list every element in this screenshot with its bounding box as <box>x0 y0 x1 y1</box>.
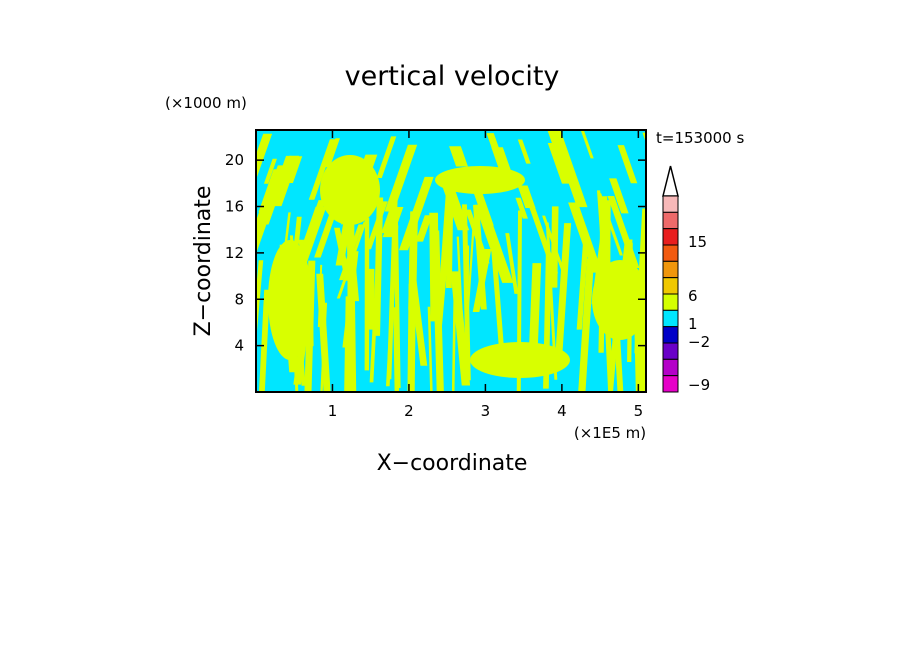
field-band <box>308 139 336 200</box>
colorbar-label: 6 <box>688 287 698 305</box>
field-band <box>336 221 367 299</box>
colorbar-label: −2 <box>688 333 710 351</box>
field-band <box>562 157 584 201</box>
field-streak <box>450 271 471 386</box>
colorbar-segment <box>662 195 679 213</box>
field-streak <box>576 242 589 330</box>
colorbar-segment <box>662 244 679 262</box>
field-streak <box>555 223 572 356</box>
field-band <box>568 202 603 273</box>
colorbar-extend-arrow <box>662 165 679 197</box>
field-band <box>515 197 528 219</box>
field-band <box>365 201 388 250</box>
x-axis-title: X−coordinate <box>377 451 528 476</box>
field-streak <box>407 283 416 392</box>
x-tick-label: 1 <box>328 402 338 420</box>
y-tick-label: 16 <box>225 198 244 216</box>
colorbar-label: 1 <box>688 315 698 333</box>
field-streak <box>393 307 400 392</box>
field-band <box>382 206 404 238</box>
colorbar: 15 6 1−2 −9 <box>662 165 710 394</box>
field-band <box>256 186 280 255</box>
time-label: t=153000 s <box>656 129 744 147</box>
colorbar-segment <box>662 375 679 393</box>
field-band <box>325 138 340 168</box>
y-tick-label: 12 <box>225 244 244 262</box>
field-streak <box>578 258 595 392</box>
plot-frame <box>255 129 647 393</box>
field-band <box>609 178 629 214</box>
field-band <box>398 176 434 251</box>
field-blob <box>268 240 312 360</box>
field-streak <box>505 233 519 294</box>
y-tick-label: 4 <box>234 337 244 355</box>
velocity-field <box>256 130 646 392</box>
field-streak <box>456 236 463 313</box>
field-blob <box>592 260 646 340</box>
x-unit-label: (×1E5 m) <box>574 424 646 442</box>
field-blob <box>470 342 570 378</box>
field-streak <box>466 245 470 318</box>
field-streak <box>364 217 370 371</box>
field-band <box>474 204 514 283</box>
field-blob <box>435 166 525 194</box>
field-streak <box>344 296 353 392</box>
field-streak <box>427 306 433 392</box>
field-band <box>607 195 640 269</box>
field-streak <box>304 260 316 392</box>
colorbar-segment <box>662 228 679 246</box>
field-band <box>525 196 559 274</box>
field-streak <box>451 295 457 392</box>
field-streak <box>317 264 323 327</box>
x-tick-label: 4 <box>557 402 567 420</box>
field-streak <box>528 263 542 360</box>
x-tick-label: 5 <box>634 402 644 420</box>
x-tick-label: 2 <box>404 402 414 420</box>
colorbar-label: −9 <box>688 376 710 394</box>
x-axis: 1 2 3 4 5 <box>328 130 643 420</box>
x-tick-label: 3 <box>481 402 491 420</box>
field-band <box>465 209 490 264</box>
field-streak <box>256 260 264 343</box>
colorbar-segment <box>662 309 679 328</box>
y-axis: 4 8 12 16 20 <box>225 151 646 355</box>
y-axis-title: Z−coordinate <box>191 186 216 337</box>
chart-title: vertical velocity <box>345 61 560 92</box>
y-tick-label: 20 <box>225 151 244 169</box>
field-band <box>449 146 468 167</box>
y-unit-label: (×1000 m) <box>165 94 247 112</box>
field-band <box>263 158 277 184</box>
colorbar-segment <box>662 211 679 230</box>
field-streak <box>490 235 505 361</box>
colorbar-segment <box>662 277 679 295</box>
field-band <box>542 215 566 275</box>
field-streak <box>259 289 270 392</box>
field-streak <box>436 190 452 328</box>
field-band <box>256 133 273 180</box>
field-band <box>376 136 397 178</box>
field-band <box>415 215 433 242</box>
field-band <box>517 139 531 164</box>
colorbar-label: 15 <box>688 233 707 251</box>
field-band <box>338 224 363 281</box>
colorbar-segment <box>662 326 679 344</box>
colorbar-segment <box>662 358 679 377</box>
field-streak <box>472 248 492 312</box>
field-streak <box>461 204 471 381</box>
colorbar-segment <box>662 260 679 279</box>
colorbar-segment <box>662 293 679 311</box>
field-blob <box>320 155 380 225</box>
field-band <box>439 178 470 231</box>
field-band <box>517 185 536 209</box>
field-band <box>580 130 594 159</box>
field-band <box>381 175 406 234</box>
field-band <box>486 133 507 169</box>
y-tick-label: 8 <box>234 290 244 308</box>
field-band <box>598 193 623 256</box>
field-band <box>547 142 572 184</box>
field-streak <box>393 209 401 388</box>
colorbar-segment <box>662 342 679 360</box>
field-band <box>617 145 638 184</box>
